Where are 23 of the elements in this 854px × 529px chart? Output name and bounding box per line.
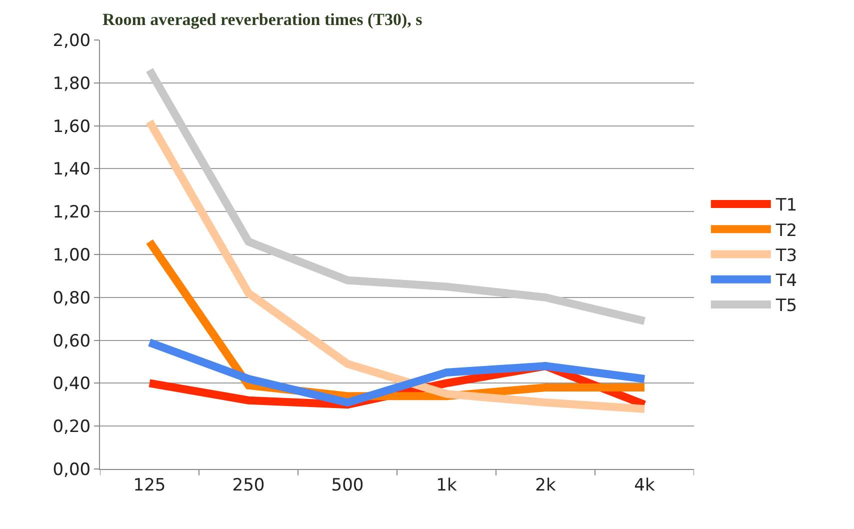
y-tick-label: 1,00 bbox=[52, 245, 91, 266]
x-tick-label: 1k bbox=[436, 475, 457, 496]
y-tick-label: 0,40 bbox=[52, 374, 91, 394]
x-tick-label: 4k bbox=[634, 475, 655, 496]
y-tick-label: 0,00 bbox=[52, 460, 91, 480]
y-tick-label: 1,20 bbox=[52, 202, 91, 223]
y-tick-label: 0,60 bbox=[52, 331, 91, 352]
x-tick-label: 500 bbox=[331, 475, 364, 496]
legend-label: T4 bbox=[774, 270, 798, 291]
x-tick-label: 250 bbox=[232, 475, 265, 496]
x-tick-label: 2k bbox=[535, 475, 556, 496]
chart-title: Room averaged reverberation times (T30), s bbox=[102, 10, 423, 30]
y-tick-label: 0,80 bbox=[52, 288, 91, 308]
y-tick-label: 1,60 bbox=[52, 116, 91, 137]
y-tick-label: 0,20 bbox=[52, 417, 91, 438]
y-tick-label: 1,40 bbox=[52, 160, 91, 180]
x-tick-label: 125 bbox=[133, 475, 166, 496]
y-tick-label: 2,00 bbox=[52, 30, 91, 51]
legend-label: T2 bbox=[774, 220, 798, 241]
legend-label: T1 bbox=[774, 196, 798, 216]
y-tick-label: 1,80 bbox=[52, 74, 91, 94]
legend-label: T3 bbox=[774, 246, 798, 266]
legend-label: T5 bbox=[774, 296, 798, 316]
